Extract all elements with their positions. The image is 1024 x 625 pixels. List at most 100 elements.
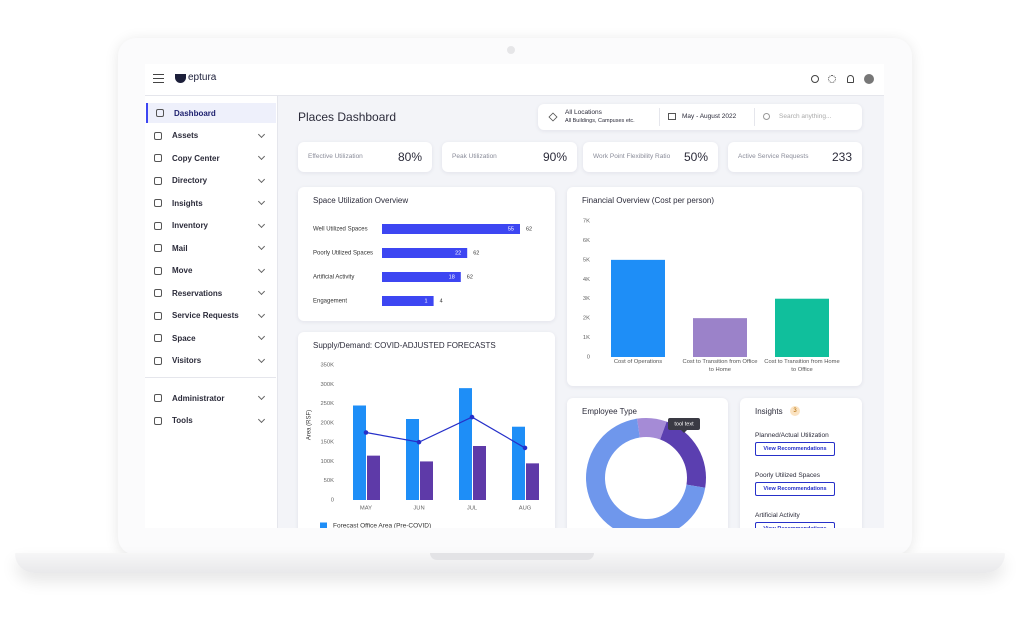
location-icon — [548, 112, 558, 122]
insight-label: Poorly Utilized Spaces — [755, 472, 821, 479]
nav-label: Tools — [172, 416, 193, 425]
kpi-card: Peak Utilization 90% — [442, 142, 577, 172]
nav-icon — [154, 394, 162, 402]
kpi-card: Effective Utilization 80% — [298, 142, 432, 172]
location-title[interactable]: All Locations — [565, 109, 602, 116]
insight-label: Planned/Actual Utilization — [755, 432, 829, 439]
menu-button[interactable] — [153, 74, 164, 83]
kpi-label: Work Point Flexibility Ratio — [593, 153, 671, 161]
nav-label: Copy Center — [172, 153, 220, 163]
sidebar: Dashboard Assets Copy Center Directory Insig… — [145, 96, 278, 528]
camera — [507, 46, 515, 54]
page-title: Places Dashboard — [298, 110, 397, 124]
kpi-label: Peak Utilization — [452, 153, 497, 161]
kpi-card: Active Service Requests 233 — [728, 142, 862, 172]
kpi-value: 90% — [542, 150, 567, 164]
nav-item[interactable]: Dashboard — [146, 103, 276, 123]
financial-card: Financial Overview (Cost per person) — [567, 187, 862, 386]
chevron — [257, 265, 266, 273]
chevron — [257, 355, 266, 363]
card-title: Insights — [755, 407, 783, 416]
nav-icon — [154, 154, 162, 162]
calendar-icon — [668, 113, 676, 120]
nav-label: Dashboard — [174, 108, 216, 118]
search-input[interactable]: Search anything... — [779, 113, 832, 120]
card-title: Space Utilization Overview — [313, 196, 409, 205]
nav-icon — [154, 131, 162, 140]
nav-item[interactable]: Reservations — [146, 283, 276, 303]
nav-label: Visitors — [172, 356, 202, 365]
card-title: Employee Type — [582, 407, 637, 416]
recommendation-button[interactable]: View Recommendations — [755, 442, 835, 456]
chevron — [257, 130, 266, 138]
kpi-label: Active Service Requests — [738, 153, 809, 161]
laptop-notch — [430, 553, 594, 560]
kpi-value: 233 — [831, 150, 852, 164]
nav-icon — [154, 356, 162, 365]
nav-label: Reservations — [172, 288, 223, 298]
chevron — [257, 197, 266, 206]
insights-card: Insights 3 Planned/Actual Utilization Vie… — [740, 398, 862, 528]
avatar[interactable] — [864, 74, 874, 84]
nav-item[interactable]: Mail — [146, 238, 276, 258]
location-subtitle: All Buildings, Campuses etc. — [565, 118, 635, 124]
nav-icon — [154, 199, 162, 207]
nav-label: Space — [172, 333, 196, 343]
top-bar: eptura — [145, 64, 884, 96]
nav-icon — [154, 244, 162, 252]
chevron — [257, 332, 266, 341]
supply-demand-card: Supply/Demand: COVID-ADJUSTED FORECASTS — [298, 332, 555, 528]
nav-icon — [154, 266, 162, 275]
nav-item[interactable]: Copy Center — [146, 148, 276, 168]
chevron — [257, 175, 266, 183]
x-tick-label: Cost to Transition from Home to Office — [764, 359, 840, 373]
nav-item[interactable]: Administrator — [146, 388, 276, 408]
help-icon[interactable] — [811, 75, 819, 83]
recommendation-button[interactable]: View Recommendations — [755, 522, 835, 528]
nav-item[interactable]: Insights — [146, 193, 276, 213]
nav-label: Insights — [172, 198, 203, 208]
nav-icon — [154, 289, 162, 297]
nav-label: Directory — [172, 176, 208, 185]
nav-icon — [156, 109, 164, 117]
nav-label: Service Requests — [172, 311, 239, 320]
chevron — [257, 220, 266, 228]
nav-icon — [154, 334, 162, 342]
x-tick-label: Cost of Operations — [613, 359, 663, 365]
nav-label: Move — [172, 266, 193, 275]
search-icon — [763, 113, 770, 120]
nav-item[interactable]: Move — [146, 261, 276, 281]
divider — [659, 108, 660, 126]
chevron — [257, 415, 266, 423]
kpi-card: Work Point Flexibility Ratio 50% — [583, 142, 718, 172]
card-title: Supply/Demand: COVID-ADJUSTED FORECASTS — [313, 341, 496, 350]
kpi-label: Effective Utilization — [308, 153, 363, 161]
nav-item[interactable]: Directory — [146, 171, 276, 191]
recommendation-button[interactable]: View Recommendations — [755, 482, 835, 496]
notifications-icon[interactable] — [847, 75, 854, 83]
nav-item[interactable]: Assets — [146, 126, 276, 146]
brand: eptura — [188, 72, 217, 83]
chevron — [257, 152, 266, 161]
nav-item[interactable]: Inventory — [146, 216, 276, 236]
nav-item[interactable]: Service Requests — [146, 306, 276, 326]
nav-item[interactable]: Visitors — [146, 351, 276, 371]
nav-label: Inventory — [172, 221, 209, 230]
nav-icon — [154, 311, 162, 320]
logo-icon — [175, 74, 186, 83]
sidebar-divider — [145, 377, 276, 378]
nav-item[interactable]: Space — [146, 328, 276, 348]
settings-icon[interactable] — [828, 75, 836, 83]
nav-label: Administrator — [172, 393, 225, 403]
date-range[interactable]: May - August 2022 — [682, 113, 737, 120]
chevron — [257, 392, 266, 401]
nav-icon — [154, 416, 162, 425]
nav-label: Assets — [172, 131, 199, 140]
space-utilization-card: Space Utilization Overview — [298, 187, 555, 321]
insight-label: Artificial Activity — [755, 512, 800, 519]
nav-icon — [154, 176, 162, 185]
nav-item[interactable]: Tools — [146, 411, 276, 431]
chevron — [257, 287, 266, 296]
divider — [754, 108, 755, 126]
